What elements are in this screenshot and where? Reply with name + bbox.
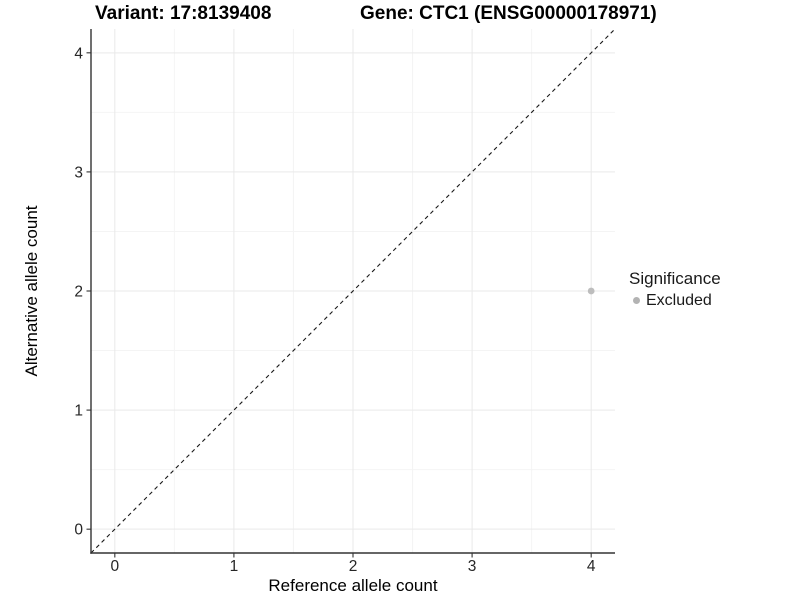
identity-dashed-line bbox=[90, 28, 616, 554]
legend-point-icon bbox=[633, 297, 640, 305]
legend-title: Significance bbox=[629, 269, 721, 288]
legend-item: Excluded bbox=[629, 292, 721, 310]
y-tick-label: 3 bbox=[74, 164, 83, 181]
plot-title-gene: Gene: CTC1 (ENSG00000178971) bbox=[360, 3, 657, 24]
y-tick-label: 2 bbox=[74, 284, 83, 301]
y-axis-title: Alternative allele count bbox=[22, 205, 42, 377]
legend: Significance Excluded bbox=[629, 269, 721, 310]
x-tick-label: 2 bbox=[349, 558, 358, 575]
x-tick-label: 1 bbox=[230, 558, 239, 575]
legend-item-label: Excluded bbox=[646, 291, 712, 309]
x-axis-title: Reference allele count bbox=[268, 576, 438, 595]
x-tick-label: 3 bbox=[468, 558, 477, 575]
y-tick-label: 4 bbox=[74, 45, 83, 62]
y-tick-label: 0 bbox=[74, 522, 83, 539]
x-tick-label: 0 bbox=[111, 558, 120, 575]
data-point bbox=[587, 287, 595, 295]
legend-items: Excluded bbox=[629, 292, 721, 310]
x-tick-label: 4 bbox=[587, 558, 596, 575]
plot-title-variant: Variant: 17:8139408 bbox=[95, 3, 272, 24]
y-tick-label: 1 bbox=[74, 403, 83, 420]
